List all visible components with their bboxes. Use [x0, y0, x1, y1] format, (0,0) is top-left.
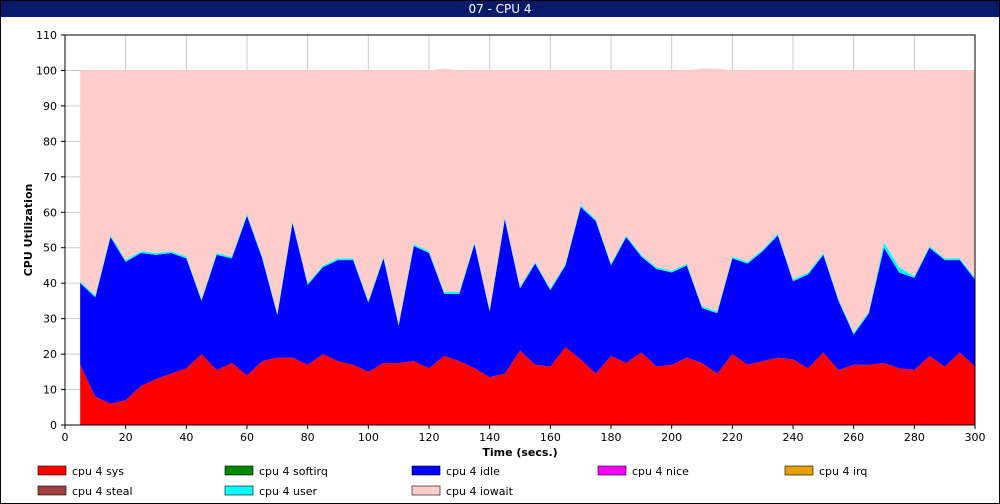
legend-swatch [411, 465, 441, 476]
legend-label: cpu 4 iowait [446, 485, 514, 498]
legend-label: cpu 4 sys [72, 465, 124, 478]
y-tick-label: 90 [43, 100, 57, 113]
x-tick-label: 260 [843, 431, 864, 444]
legend-label: cpu 4 idle [446, 465, 500, 478]
legend-label: cpu 4 irq [819, 465, 867, 478]
area-cpu-4-sys [80, 347, 976, 425]
chart-title: 07 - CPU 4 [1, 1, 999, 17]
y-tick-label: 10 [43, 384, 57, 397]
y-tick-label: 70 [43, 171, 57, 184]
legend-swatch [224, 465, 254, 476]
x-tick-label: 80 [301, 431, 315, 444]
x-tick-label: 280 [904, 431, 925, 444]
legend-swatch [37, 485, 67, 496]
y-tick-label: 50 [43, 242, 57, 255]
y-axis-title: CPU Utilization [22, 184, 35, 277]
area-series [80, 68, 976, 425]
legend-label: cpu 4 nice [632, 465, 689, 478]
x-tick-label: 160 [540, 431, 561, 444]
x-tick-label: 240 [783, 431, 804, 444]
y-tick-label: 80 [43, 135, 57, 148]
x-tick-label: 60 [240, 431, 254, 444]
y-tick-label: 100 [36, 64, 57, 77]
x-tick-label: 20 [119, 431, 133, 444]
y-tick-label: 60 [43, 206, 57, 219]
y-tick-label: 0 [50, 419, 57, 432]
x-tick-label: 200 [661, 431, 682, 444]
x-tick-label: 100 [358, 431, 379, 444]
legend-swatch [411, 485, 441, 496]
x-tick-label: 0 [62, 431, 69, 444]
legend: cpu 4 sys cpu 4 softirq cpu 4 idle cpu 4 ni… [37, 465, 867, 498]
area-cpu-4-iowait [80, 68, 976, 333]
legend-label: cpu 4 user [259, 485, 317, 498]
legend-swatch [597, 465, 627, 476]
legend-swatch [784, 465, 814, 476]
legend-label: cpu 4 softirq [259, 465, 328, 478]
x-axis-title: Time (secs.) [482, 446, 557, 459]
y-tick-label: 40 [43, 277, 57, 290]
x-tick-label: 40 [179, 431, 193, 444]
x-tick-label: 300 [965, 431, 986, 444]
x-tick-label: 140 [479, 431, 500, 444]
x-tick-label: 180 [601, 431, 622, 444]
legend-swatch [224, 485, 254, 496]
plot-border [64, 34, 976, 426]
legend-label: cpu 4 steal [72, 485, 133, 498]
y-tick-label: 110 [36, 29, 57, 42]
x-tick-label: 220 [722, 431, 743, 444]
x-tick-label: 120 [419, 431, 440, 444]
y-tick-label: 20 [43, 348, 57, 361]
area-cpu-4-idle [80, 206, 976, 404]
legend-swatch [37, 465, 67, 476]
y-tick-label: 30 [43, 313, 57, 326]
axes: 0 20 40 60 80 100 120 140 160 180 200 220 240 260 280 3… [36, 29, 986, 444]
